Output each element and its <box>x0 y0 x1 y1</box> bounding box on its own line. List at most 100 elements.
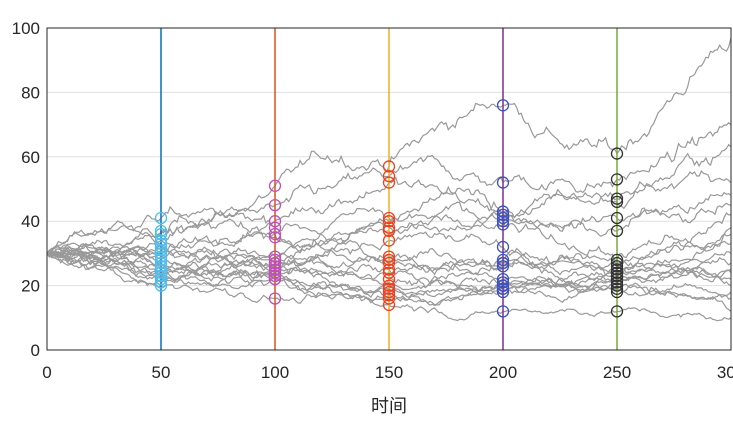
y-tick-label: 100 <box>12 19 40 38</box>
sample-marker <box>268 266 282 279</box>
sample-marker <box>154 276 168 289</box>
sample-marker <box>610 260 624 273</box>
sample-marker <box>154 227 168 241</box>
sample-marker <box>382 169 396 183</box>
sample-marker <box>496 276 510 289</box>
sample-marker <box>154 234 168 247</box>
sample-marker <box>268 221 282 234</box>
sample-marker <box>496 211 510 225</box>
sample-marker <box>382 289 396 302</box>
sample-marker <box>154 240 168 254</box>
sample-marker <box>496 205 510 218</box>
y-tick-label: 20 <box>21 277 40 296</box>
x-axis-label: 时间 <box>371 396 407 416</box>
sample-marker <box>610 269 624 283</box>
sample-marker <box>496 273 510 286</box>
x-tick-label: 0 <box>42 363 51 382</box>
sample-marker <box>268 260 282 273</box>
sample-marker <box>382 221 396 234</box>
sample-marker <box>382 224 396 238</box>
sample-marker <box>154 266 168 279</box>
tick-labels: 0 20 40 60 80 100 0 50 100 150 200 250 300 <box>12 19 733 382</box>
sample-marker <box>610 282 624 295</box>
sample-marker <box>382 263 396 276</box>
sample-marker <box>268 253 282 266</box>
sample-marker <box>268 250 282 263</box>
sample-marker <box>268 227 282 241</box>
sample-marker <box>154 256 168 270</box>
sample-marker <box>496 99 510 112</box>
sample-marker <box>154 253 168 266</box>
sample-marker <box>496 176 510 189</box>
sample-marker <box>382 256 396 270</box>
sample-marker <box>268 263 282 276</box>
sample-marker <box>382 176 396 189</box>
sample-marker <box>496 282 510 295</box>
sample-marker <box>610 192 624 205</box>
sample-marker <box>382 298 396 312</box>
sample-marker <box>610 276 624 289</box>
sample-marker <box>610 266 624 279</box>
x-tick-label: 100 <box>261 363 289 382</box>
y-tick-label: 80 <box>21 83 40 102</box>
sample-marker <box>382 215 396 228</box>
sample-marker <box>610 224 624 238</box>
sample-marker <box>496 218 510 231</box>
sample-marker <box>268 231 282 244</box>
sample-marker <box>382 234 396 247</box>
sample-marker <box>610 273 624 286</box>
sample-marker <box>154 260 168 273</box>
y-tick-label: 60 <box>21 148 40 167</box>
sample-marker <box>496 305 510 318</box>
sample-marker <box>610 195 624 209</box>
x-tick-label: 50 <box>152 363 171 382</box>
sample-marker <box>268 269 282 283</box>
sample-marker <box>496 208 510 221</box>
sample-lines <box>160 28 618 350</box>
sample-marker <box>610 253 624 266</box>
sample-marker <box>382 250 396 263</box>
sample-marker <box>154 224 168 238</box>
y-tick-label: 40 <box>21 212 40 231</box>
sample-marker <box>382 160 396 173</box>
sample-marker <box>382 282 396 295</box>
y-tick-label: 0 <box>31 341 40 360</box>
sample-marker <box>268 215 282 228</box>
sample-marker <box>496 215 510 228</box>
sample-marker <box>154 279 168 292</box>
sample-marker <box>610 279 624 292</box>
sample-marker <box>496 256 510 270</box>
sample-marker <box>382 273 396 286</box>
x-tick-label: 250 <box>603 363 631 382</box>
sample-marker <box>610 263 624 276</box>
sample-marker <box>154 237 168 250</box>
sample-marker <box>154 247 168 260</box>
sample-marker <box>154 263 168 276</box>
sample-marker <box>496 285 510 299</box>
sample-marker <box>382 211 396 225</box>
sample-marker <box>382 279 396 292</box>
sample-marker <box>610 256 624 270</box>
sample-marker <box>154 244 168 257</box>
sample-marker <box>610 173 624 186</box>
x-tick-label: 200 <box>489 363 517 382</box>
sample-marker <box>382 266 396 279</box>
sample-marker <box>610 211 624 225</box>
sample-marker <box>154 269 168 283</box>
sample-marker <box>154 250 168 263</box>
sample-marker <box>268 256 282 270</box>
x-tick-label: 300 <box>717 363 733 382</box>
sample-marker <box>610 285 624 299</box>
sample-marker <box>610 147 624 160</box>
sample-marker <box>610 305 624 318</box>
sample-marker <box>268 198 282 212</box>
sample-marker <box>496 240 510 254</box>
sample-marker <box>382 292 396 305</box>
sample-marker <box>382 285 396 299</box>
sample-marker <box>382 253 396 266</box>
x-tick-label: 150 <box>375 363 403 382</box>
sample-markers <box>154 99 624 318</box>
sample-marker <box>496 260 510 273</box>
sample-marker <box>268 273 282 286</box>
